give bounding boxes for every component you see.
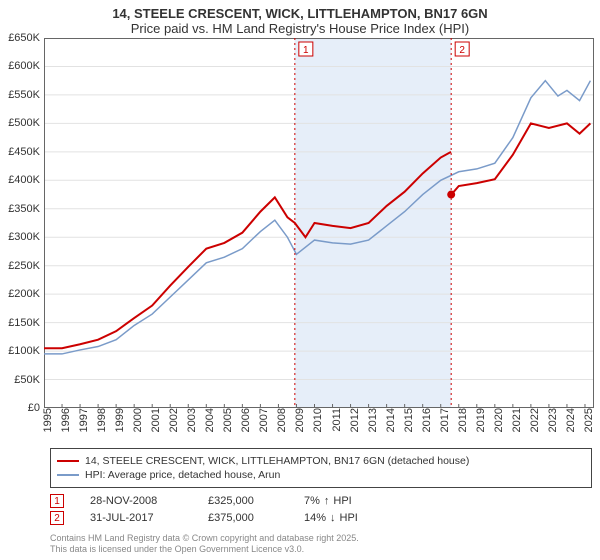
x-axis-tick: 2004 [202, 408, 216, 432]
chart-title-1: 14, STEELE CRESCENT, WICK, LITTLEHAMPTON… [0, 6, 600, 21]
sales-table: 1 28-NOV-2008 £325,000 7% ↑ HPI 2 31-JUL-2017… [50, 494, 592, 525]
y-axis-tick: £450K [8, 146, 44, 158]
legend: 14, STEELE CRESCENT, WICK, LITTLEHAMPTON… [50, 448, 592, 488]
x-axis-tick: 2008 [274, 408, 288, 432]
footer-line-1: Contains HM Land Registry data © Crown c… [50, 533, 592, 544]
legend-row: HPI: Average price, detached house, Arun [57, 469, 585, 481]
x-axis-tick: 2017 [437, 408, 451, 432]
x-axis-tick: 2000 [130, 408, 144, 432]
y-axis-tick: £650K [8, 32, 44, 44]
x-axis-tick: 2012 [347, 408, 361, 432]
legend-row: 14, STEELE CRESCENT, WICK, LITTLEHAMPTON… [57, 455, 585, 467]
x-axis-tick: 2025 [581, 408, 595, 432]
sale-row: 1 28-NOV-2008 £325,000 7% ↑ HPI [50, 494, 592, 508]
x-axis-tick: 2003 [184, 408, 198, 432]
svg-text:1: 1 [303, 45, 309, 56]
x-axis-tick: 2022 [527, 408, 541, 432]
x-axis-tick: 2007 [256, 408, 270, 432]
y-axis-tick: £150K [8, 317, 44, 329]
legend-label: 14, STEELE CRESCENT, WICK, LITTLEHAMPTON… [85, 455, 469, 467]
chart-area: 12 £0£50K£100K£150K£200K£250K£300K£350K£… [44, 38, 594, 408]
sale-marker: 2 [50, 511, 64, 525]
legend-swatch [57, 460, 79, 462]
y-axis-tick: £350K [8, 203, 44, 215]
x-axis-tick: 1996 [58, 408, 72, 432]
x-axis-tick: 2021 [509, 408, 523, 432]
sale-diff: 7% ↑ HPI [304, 495, 352, 507]
footer-attribution: Contains HM Land Registry data © Crown c… [50, 533, 592, 555]
y-axis-tick: £400K [8, 174, 44, 186]
sale-marker: 1 [50, 494, 64, 508]
x-axis-tick: 2013 [365, 408, 379, 432]
legend-label: HPI: Average price, detached house, Arun [85, 469, 280, 481]
x-axis-tick: 2024 [563, 408, 577, 432]
x-axis-tick: 2001 [148, 408, 162, 432]
sale-diff: 14% ↓ HPI [304, 512, 358, 524]
x-axis-tick: 1997 [76, 408, 90, 432]
x-axis-tick: 2015 [401, 408, 415, 432]
y-axis-tick: £550K [8, 89, 44, 101]
x-axis-tick: 2011 [329, 408, 343, 432]
x-axis-tick: 2006 [238, 408, 252, 432]
sale-date: 31-JUL-2017 [90, 512, 182, 524]
sale-price: £325,000 [208, 495, 278, 507]
x-axis-tick: 2014 [383, 408, 397, 432]
y-axis-tick: £200K [8, 288, 44, 300]
sale-price: £375,000 [208, 512, 278, 524]
x-axis-tick: 1995 [40, 408, 54, 432]
y-axis-tick: £250K [8, 260, 44, 272]
arrow-icon: ↑ [324, 495, 330, 507]
x-axis-tick: 2010 [310, 408, 324, 432]
y-axis-tick: £100K [8, 345, 44, 357]
sale-row: 2 31-JUL-2017 £375,000 14% ↓ HPI [50, 511, 592, 525]
arrow-icon: ↓ [330, 512, 336, 524]
x-axis-tick: 2020 [491, 408, 505, 432]
x-axis-tick: 2016 [419, 408, 433, 432]
line-chart-svg: 12 [44, 38, 594, 408]
legend-swatch [57, 474, 79, 476]
x-axis-tick: 2002 [166, 408, 180, 432]
x-axis-tick: 2005 [220, 408, 234, 432]
y-axis-tick: £300K [8, 231, 44, 243]
footer-line-2: This data is licensed under the Open Gov… [50, 544, 592, 555]
x-axis-tick: 2009 [292, 408, 306, 432]
y-axis-tick: £600K [8, 60, 44, 72]
sale-date: 28-NOV-2008 [90, 495, 182, 507]
y-axis-tick: £500K [8, 117, 44, 129]
x-axis-tick: 2023 [545, 408, 559, 432]
x-axis-tick: 1999 [112, 408, 126, 432]
x-axis-tick: 1998 [94, 408, 108, 432]
chart-title-block: 14, STEELE CRESCENT, WICK, LITTLEHAMPTON… [0, 0, 600, 38]
chart-title-2: Price paid vs. HM Land Registry's House … [0, 21, 600, 36]
x-axis-tick: 2019 [473, 408, 487, 432]
y-axis-tick: £50K [14, 374, 44, 386]
x-axis-tick: 2018 [455, 408, 469, 432]
svg-text:2: 2 [459, 45, 465, 56]
